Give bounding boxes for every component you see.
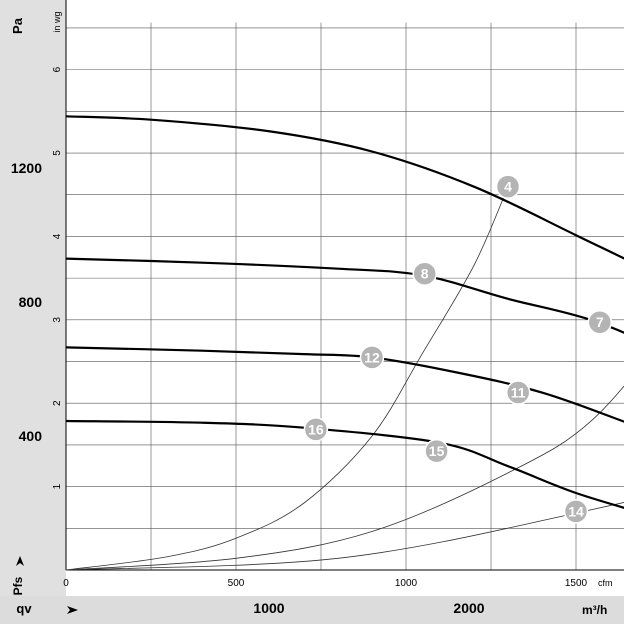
cfm-tick-label: 500 [228, 578, 245, 589]
pfs-arrow-icon [16, 556, 24, 566]
operating-point-label: 7 [596, 314, 604, 330]
m3h-tick-label: 1000 [253, 600, 284, 616]
operating-point-4: 4 [495, 174, 521, 199]
operating-point-marker [495, 174, 521, 199]
operating-point-marker [424, 438, 449, 464]
operating-point-12: 12 [359, 345, 385, 370]
operating-point-marker [587, 309, 613, 335]
cfm-tick-label: 0 [63, 578, 69, 589]
inwg-tick-label: 5 [52, 150, 63, 156]
operating-point-14: 14 [563, 499, 589, 524]
operating-point-15: 15 [424, 438, 449, 464]
pa-tick-label: 1200 [11, 160, 42, 176]
qv-arrow-icon [67, 606, 78, 614]
cfm-unit-label: cfm [598, 578, 613, 588]
cfm-tick-label: 1000 [395, 578, 418, 589]
operating-point-label: 11 [511, 385, 526, 401]
operating-point-label: 14 [568, 503, 584, 519]
inwg-tick-label: 1 [52, 483, 63, 489]
inwg-tick-label: 4 [52, 233, 63, 239]
fan-curve-1 [65, 115, 624, 260]
operating-point-marker [563, 499, 589, 524]
m3h-tick-label: 2000 [453, 600, 484, 616]
operating-point-marker [359, 345, 385, 370]
pa-tick-label: 400 [19, 428, 43, 444]
operating-point-8: 8 [412, 261, 437, 286]
m3h-unit-label: m³/h [582, 603, 607, 617]
inwg-unit-label: in wg [52, 11, 62, 32]
operating-point-label: 8 [421, 266, 429, 282]
system-curve-2 [65, 385, 624, 571]
system-curve-3 [65, 502, 624, 571]
operating-point-label: 12 [364, 349, 380, 365]
qv-label: qv [16, 601, 32, 616]
operating-point-marker [505, 380, 531, 405]
operating-point-11: 11 [505, 380, 531, 405]
fan-curve-4 [65, 419, 624, 509]
operating-points: 12345678910111213141516 [303, 174, 613, 524]
operating-point-marker [412, 261, 437, 286]
left-axis-band [0, 0, 66, 596]
grid-lines [65, 0, 624, 571]
operating-point-7: 7 [587, 309, 613, 335]
inwg-tick-label: 3 [52, 317, 63, 323]
cfm-tick-label: 1500 [565, 578, 588, 589]
system-curves [65, 186, 624, 571]
bottom-axis-band [0, 596, 624, 624]
operating-point-label: 16 [308, 421, 324, 437]
operating-point-marker [303, 417, 329, 442]
operating-point-label: 15 [429, 443, 445, 459]
pfs-label: Pfs [11, 576, 25, 595]
operating-point-label: 4 [504, 179, 512, 195]
inwg-tick-label: 6 [52, 66, 63, 72]
inwg-tick-label: 2 [52, 400, 63, 406]
pa-tick-label: 800 [19, 294, 43, 310]
pa-unit-label: Pa [10, 17, 25, 34]
operating-point-16: 16 [303, 417, 329, 442]
system-curve-1 [65, 186, 509, 571]
